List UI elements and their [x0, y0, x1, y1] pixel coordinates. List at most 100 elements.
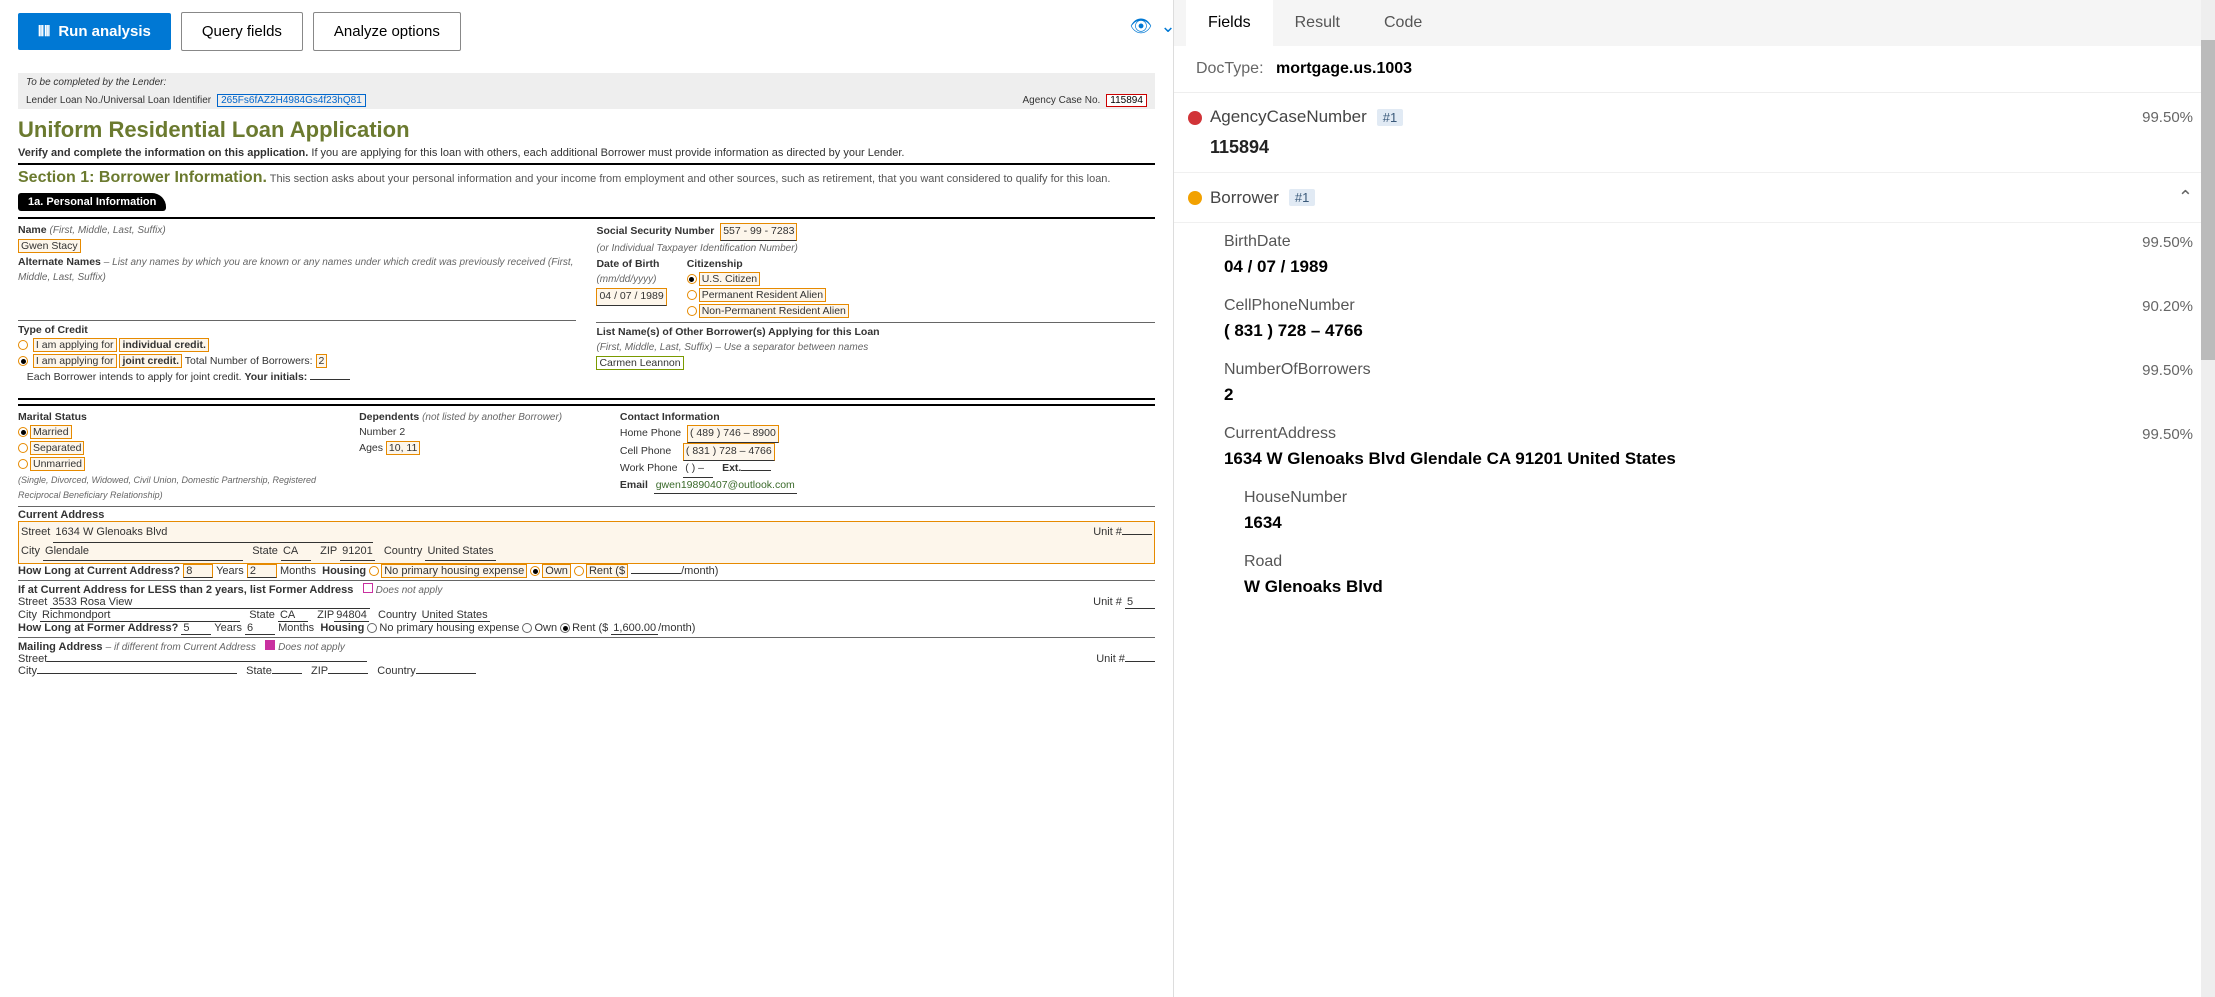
tab-1a: 1a. Personal Information [18, 193, 166, 211]
dot-icon [1188, 191, 1202, 205]
radio-nonperm-resident[interactable] [687, 306, 697, 316]
eye-icon[interactable]: 👁 [1130, 16, 1153, 37]
sub-name: CellPhoneNumber [1224, 297, 1355, 315]
radio-nphe-2[interactable] [367, 623, 377, 633]
dep-ages-label: Ages [359, 442, 383, 454]
fa-city: Richmondport [40, 609, 240, 622]
document-viewer[interactable]: To be completed by the Lender: Lender Lo… [0, 63, 1173, 997]
right-panel: Fields Result Code DocType: mortgage.us.… [1174, 0, 2215, 997]
dob-value: 04 / 07 / 1989 [596, 288, 666, 306]
fa-state-label: State [249, 609, 275, 621]
howlong-former-label: How Long at Former Address? [18, 622, 178, 634]
subfield-numborrowers[interactable]: NumberOfBorrowers 99.50% 2 [1174, 351, 2215, 415]
name-label: Name [18, 224, 47, 236]
borrower-count: 2 [316, 354, 328, 368]
own-2: Own [534, 622, 557, 634]
subfield-housenumber[interactable]: HouseNumber 1634 [1174, 479, 2215, 543]
ms1: Married [30, 425, 72, 439]
field-agency-case[interactable]: AgencyCaseNumber #1 99.50% 115894 [1174, 93, 2215, 173]
dep-label: Dependents [359, 411, 419, 423]
toc2b: joint credit. [119, 354, 182, 368]
fa-street: 3533 Rosa View [50, 596, 370, 609]
dot-icon [1188, 111, 1202, 125]
radio-own-2[interactable] [522, 623, 532, 633]
months-label: Months [280, 565, 316, 577]
subfield-birthdate[interactable]: BirthDate 99.50% 04 / 07 / 1989 [1174, 223, 2215, 287]
toolbar: ⦀⦀ Run analysis Query fields Analyze opt… [0, 0, 1173, 63]
hlf-years: 5 [181, 622, 211, 635]
field-borrower[interactable]: Borrower #1 ⌃ [1174, 173, 2215, 223]
mailing-hint: – if different from Current Address [106, 642, 256, 653]
scrollbar-thumb[interactable] [2201, 40, 2215, 360]
field-value: 115894 [1210, 137, 2193, 158]
checkbox-dna-1[interactable] [363, 583, 373, 593]
radio-us-citizen[interactable] [687, 274, 697, 284]
ca-street: 1634 W Glenoaks Blvd [53, 524, 373, 543]
citz3: Non-Permanent Resident Alien [699, 304, 849, 318]
current-address-box: Street 1634 W Glenoaks Blvd Unit # City … [18, 521, 1155, 564]
radio-nphe-1[interactable] [369, 566, 379, 576]
marital-contact-grid: Marital Status Married Separated Unmarri… [18, 404, 1155, 505]
query-fields-button[interactable]: Query fields [181, 12, 303, 51]
city-label: City [21, 545, 40, 557]
tab-code[interactable]: Code [1362, 0, 1444, 46]
home-phone-label: Home Phone [620, 427, 681, 439]
checkbox-dna-2[interactable] [265, 640, 275, 650]
lender-note: To be completed by the Lender: [18, 73, 1155, 92]
sub-name: Road [1244, 553, 2193, 571]
hl-months: 2 [247, 564, 277, 578]
dob-label: Date of Birth [596, 258, 659, 270]
sub-confidence: 90.20% [2142, 298, 2193, 315]
fa-housing-label: Housing [320, 622, 364, 634]
ma-unit-label: Unit # [1096, 653, 1125, 665]
sub-confidence: 99.50% [2142, 362, 2193, 379]
field-badge: #1 [1377, 109, 1403, 126]
radio-own-1[interactable] [530, 566, 540, 576]
state-label: State [252, 545, 278, 557]
sub-name: HouseNumber [1244, 489, 2193, 507]
radio-rent-2[interactable] [560, 623, 570, 633]
subfield-road[interactable]: Road W Glenoaks Blvd [1174, 543, 2215, 607]
other-borrowers-value: Carmen Leannon [596, 356, 683, 370]
chevron-up-icon[interactable]: ⌃ [2178, 187, 2193, 208]
field-confidence: 99.50% [2142, 109, 2193, 126]
agency-value: 115894 [1106, 94, 1147, 107]
intro: Verify and complete the information on t… [18, 147, 1155, 159]
tab-result[interactable]: Result [1273, 0, 1362, 46]
radio-perm-resident[interactable] [687, 290, 697, 300]
home-phone-val: ( 489 ) 746 – 8900 [687, 425, 779, 443]
analyze-options-button[interactable]: Analyze options [313, 12, 461, 51]
sub-value: 2 [1224, 385, 2193, 405]
scrollbar[interactable] [2201, 0, 2215, 997]
ma-state-label: State [246, 665, 272, 677]
lender-loan-label: Lender Loan No./Universal Loan Identifie… [26, 95, 211, 106]
radio-married[interactable] [18, 427, 28, 437]
ms2: Separated [30, 441, 84, 455]
fields-list[interactable]: AgencyCaseNumber #1 99.50% 115894 Borrow… [1174, 93, 2215, 997]
former-address-note: If at Current Address for LESS than 2 ye… [18, 584, 353, 596]
radio-joint[interactable] [18, 356, 28, 366]
dependents-col: Dependents (not listed by another Borrow… [359, 410, 600, 505]
citz1: U.S. Citizen [699, 272, 760, 286]
tab-fields[interactable]: Fields [1186, 0, 1273, 46]
doctype-value: mortgage.us.1003 [1276, 60, 1412, 77]
pm-2: /month) [658, 622, 695, 634]
sub-value: 1634 W Glenoaks Blvd Glendale CA 91201 U… [1224, 449, 2193, 469]
radio-separated[interactable] [18, 443, 28, 453]
ms-hint: (Single, Divorced, Widowed, Civil Union,… [18, 475, 316, 501]
radio-individual[interactable] [18, 340, 28, 350]
sub-value: 04 / 07 / 1989 [1224, 257, 2193, 277]
subfield-cellphone[interactable]: CellPhoneNumber 90.20% ( 831 ) 728 – 476… [1174, 287, 2215, 351]
fa-years-label: Years [214, 622, 242, 634]
radio-unmarried[interactable] [18, 459, 28, 469]
view-controls: 👁 ⌄ [1130, 16, 1176, 37]
cell-phone-val: ( 831 ) 728 – 4766 [683, 443, 775, 461]
ma-street-label: Street [18, 653, 47, 665]
radio-rent-1[interactable] [574, 566, 584, 576]
dep-num: Number 2 [359, 426, 405, 438]
marital-col: Marital Status Married Separated Unmarri… [18, 410, 339, 505]
run-analysis-button[interactable]: ⦀⦀ Run analysis [18, 13, 171, 50]
credit-type-label: Type of Credit [18, 324, 88, 336]
dep-ages: 10, 11 [386, 441, 420, 455]
subfield-currentaddress[interactable]: CurrentAddress 99.50% 1634 W Glenoaks Bl… [1174, 415, 2215, 479]
